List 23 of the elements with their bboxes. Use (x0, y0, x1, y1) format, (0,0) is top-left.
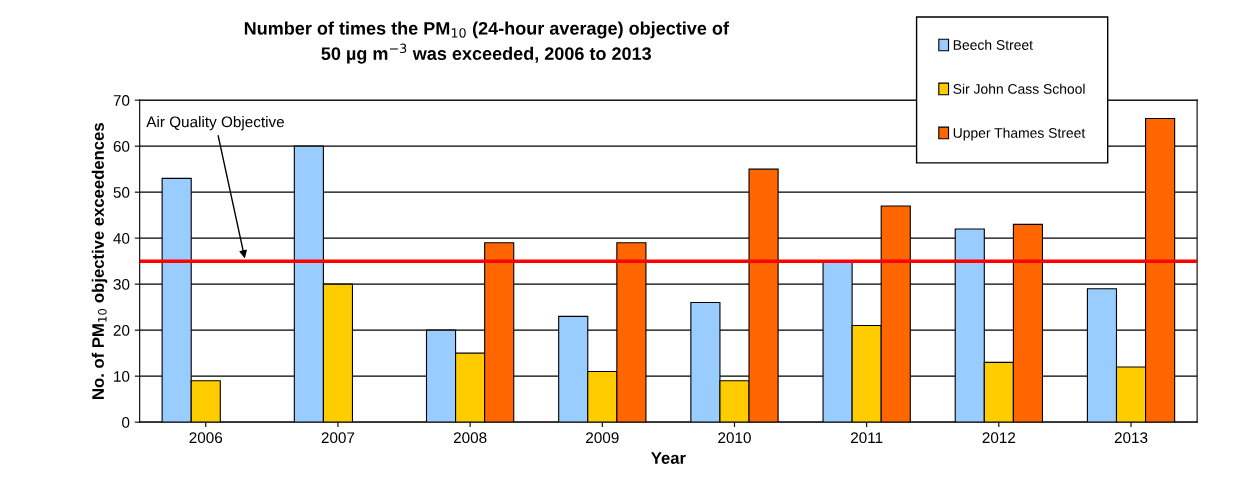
y-tick-label: 20 (113, 325, 130, 336)
ref-line-label: Air Quality Objective (146, 116, 284, 131)
x-tick-label: 2009 (586, 432, 619, 444)
y-tick-label: 10 (114, 371, 130, 382)
x-tick-label: 2008 (453, 432, 487, 444)
x-tick-label: 2007 (321, 432, 355, 444)
y-tick-label: 50 (113, 187, 130, 198)
y-tick-label: 60 (113, 141, 130, 152)
x-tick-label: 2011 (851, 432, 883, 444)
chart-title: Number of times the PM$_{10}$ (24-hour average) objective of 50 µg m$^{−3}$ was exceeded, 2006 to 2013 (244, 21, 729, 64)
legend-label: Sir John Cass School (953, 83, 1085, 94)
x-tick-label: 2013 (1114, 432, 1148, 444)
x-axis-title: Year (651, 452, 686, 464)
legend-label: Upper Thames Street (953, 127, 1086, 141)
y-tick-label: 40 (113, 233, 130, 244)
y-tick-label: 70 (113, 95, 130, 106)
legend-label: Beech Street (953, 39, 1033, 50)
x-tick-label: 2012 (982, 432, 1016, 444)
x-tick-label: 2006 (189, 432, 223, 444)
x-tick-label: 2010 (718, 432, 751, 444)
y-tick-label: 30 (113, 279, 130, 290)
y-axis-title: No. of PM$_{10}$ objective exceedences (91, 123, 108, 399)
y-tick-label: 0 (122, 417, 130, 428)
